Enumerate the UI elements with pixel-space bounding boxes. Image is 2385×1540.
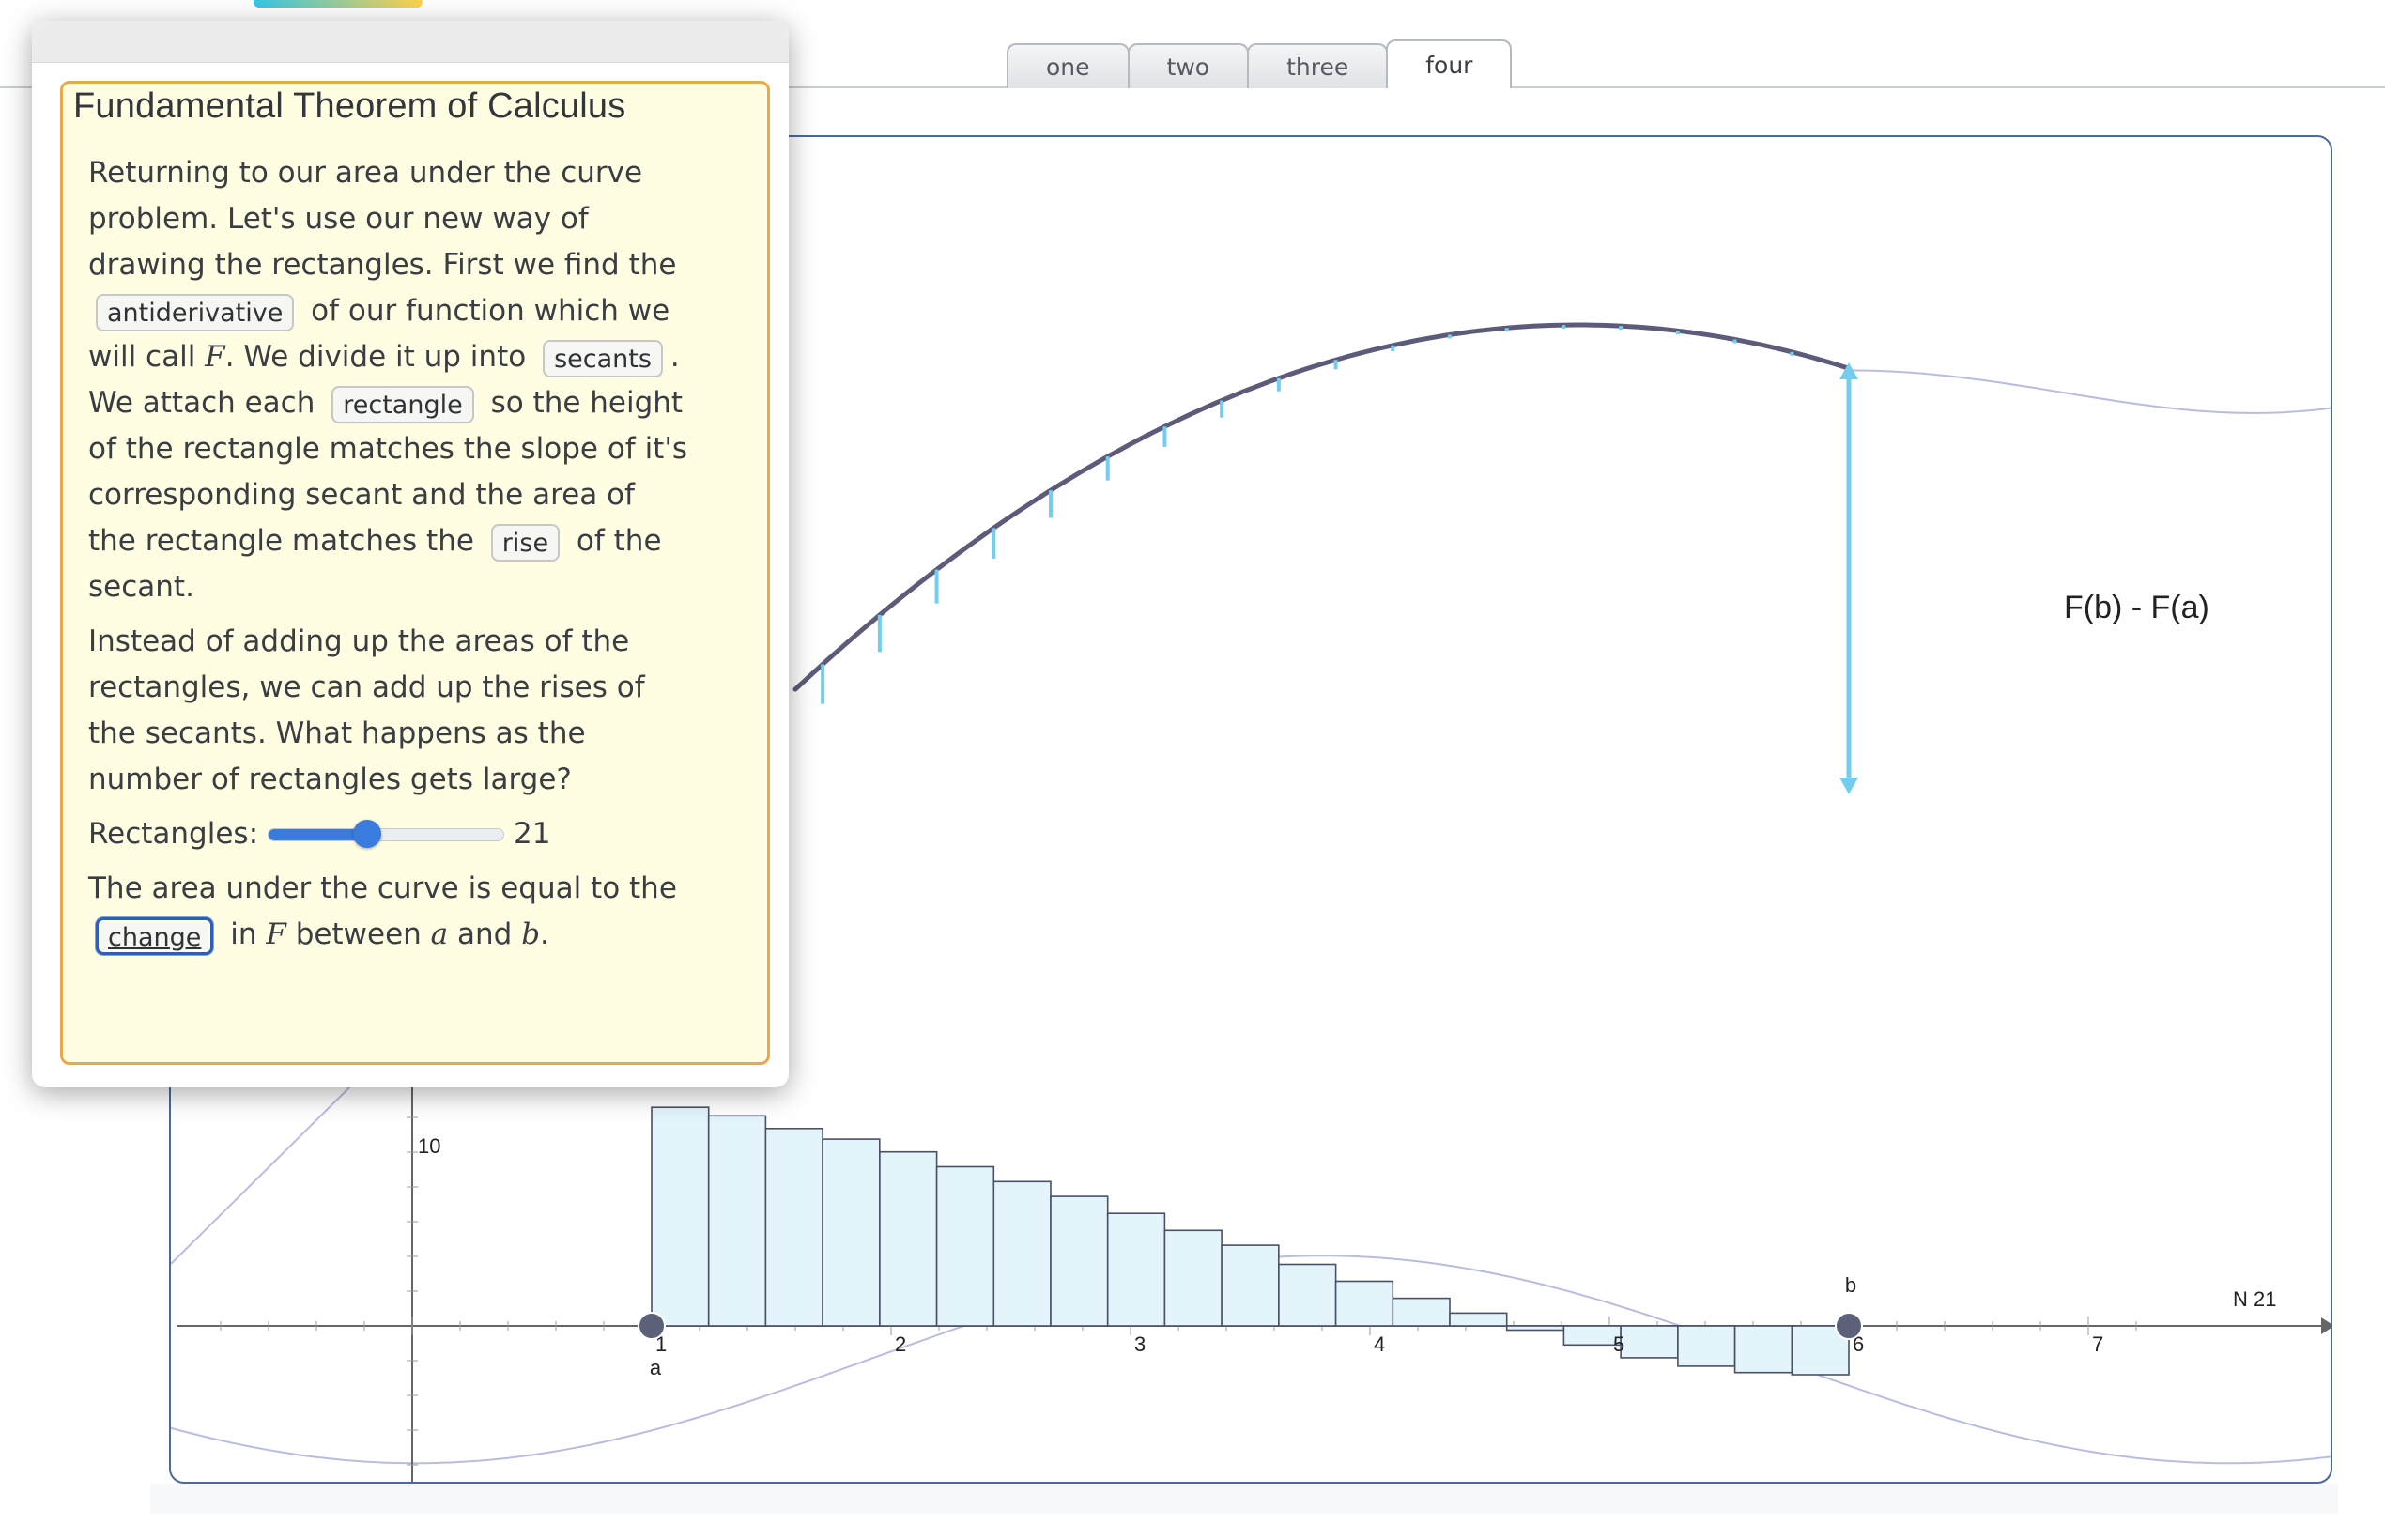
riemann-rectangle — [1163, 1229, 1223, 1327]
secants-button[interactable]: secants — [543, 339, 663, 377]
panel-text: Returning to our area under the curve pr… — [88, 150, 689, 966]
riemann-rectangle — [1620, 1325, 1679, 1359]
riemann-rectangle — [1505, 1325, 1565, 1332]
riemann-rectangle — [1334, 1280, 1394, 1327]
x-tick-label: 7 — [2092, 1332, 2103, 1356]
conclusion-text-1: The area under the curve is equal to the — [88, 871, 677, 905]
intro-text-4: . We attach each — [88, 340, 680, 420]
change-arrow-head-top — [1839, 362, 1858, 379]
change-label: F(b) - F(a) — [2064, 590, 2209, 625]
riemann-rectangle — [707, 1115, 767, 1327]
panel-title: Fundamental Theorem of Calculus — [73, 86, 626, 126]
x-tick-label: 1 — [655, 1332, 667, 1356]
rise-button[interactable]: rise — [490, 523, 561, 562]
change-arrow-head-bottom — [1839, 778, 1858, 794]
x-axis-arrowhead — [2321, 1317, 2331, 1334]
paragraph-question: Instead of adding up the areas of the re… — [88, 624, 645, 796]
paragraph-conclusion: The area under the curve is equal to the… — [88, 866, 689, 958]
riemann-rectangle — [1392, 1297, 1451, 1327]
antiderivative-button[interactable]: antiderivative — [96, 293, 295, 331]
graph-canvas[interactable]: F(b) - F(a) 10 1 2 3 4 5 6 7 a b N 21 — [171, 137, 2332, 1484]
var-a: a — [430, 917, 449, 951]
riemann-rectangle — [1562, 1325, 1622, 1347]
riemann-rectangle — [992, 1180, 1052, 1327]
tab-one[interactable]: one — [1007, 43, 1130, 88]
rectangles-slider-value: 21 — [514, 817, 551, 851]
conclusion-text-4: and — [457, 917, 513, 951]
riemann-rectangle — [764, 1128, 823, 1327]
graph-shadow — [150, 1484, 2338, 1514]
riemann-rectangle — [935, 1165, 995, 1327]
riemann-rectangle — [1106, 1212, 1166, 1327]
riemann-rectangle — [822, 1138, 881, 1327]
rectangles-slider-row: Rectangles: 21 — [88, 811, 689, 857]
tab-three[interactable]: three — [1247, 43, 1389, 88]
point-b[interactable] — [1835, 1312, 1863, 1340]
paragraph-intro: Returning to our area under the curve pr… — [88, 150, 689, 610]
var-F: F — [205, 340, 225, 374]
antiderivative-curve — [792, 322, 1852, 692]
riemann-rectangle — [1050, 1195, 1109, 1327]
riemann-rectangle — [651, 1106, 710, 1327]
var-F-2: F — [266, 917, 286, 951]
riemann-rectangle — [1733, 1325, 1793, 1374]
conclusion-text-5: . — [540, 917, 549, 951]
slider-thumb[interactable] — [353, 819, 382, 848]
point-a[interactable] — [638, 1312, 666, 1340]
conclusion-text-2: in — [230, 917, 257, 951]
var-b: b — [521, 917, 541, 951]
x-tick-label: 6 — [1853, 1332, 1864, 1356]
conclusion-text-3: between — [295, 917, 422, 951]
rectangles-slider[interactable] — [268, 819, 505, 848]
rectangles-slider-label: Rectangles: — [88, 817, 259, 851]
riemann-rectangle — [1677, 1325, 1736, 1367]
y-tick-label: 10 — [418, 1134, 440, 1158]
panel-drag-handle[interactable] — [32, 21, 789, 63]
tab-four[interactable]: four — [1386, 39, 1513, 88]
intro-text-5: so the height of the rectangle matches t… — [88, 386, 688, 558]
point-a-label: a — [650, 1356, 662, 1379]
tab-two[interactable]: two — [1127, 43, 1250, 88]
riemann-rectangle — [1278, 1263, 1337, 1327]
x-tick-label: 4 — [1374, 1332, 1385, 1356]
slider-fill — [269, 828, 368, 840]
x-tick-label: 2 — [895, 1332, 906, 1356]
tab-bar: one two three four — [1007, 39, 1513, 88]
intro-text-3: . We divide it up into — [224, 340, 527, 374]
riemann-rectangle — [879, 1150, 938, 1327]
x-tick-label: 3 — [1134, 1332, 1146, 1356]
intro-text-6: of the secant. — [88, 524, 662, 604]
riemann-rectangle — [1449, 1312, 1508, 1327]
rectangle-button[interactable]: rectangle — [331, 385, 474, 424]
instructions-panel: Fundamental Theorem of Calculus Returnin… — [32, 21, 789, 1087]
x-tick-label: 5 — [1613, 1332, 1624, 1356]
panel-body — [60, 81, 770, 1065]
change-button[interactable]: change — [96, 916, 214, 955]
antiderivative-continuation — [1848, 369, 2331, 414]
intro-text-2: of our function which we will call — [88, 294, 670, 374]
intro-text-1: Returning to our area under the curve pr… — [88, 156, 677, 282]
logo-icon — [254, 0, 423, 8]
riemann-rectangle — [1221, 1244, 1280, 1327]
n-label: N 21 — [2233, 1287, 2276, 1311]
point-b-label: b — [1845, 1273, 1856, 1297]
